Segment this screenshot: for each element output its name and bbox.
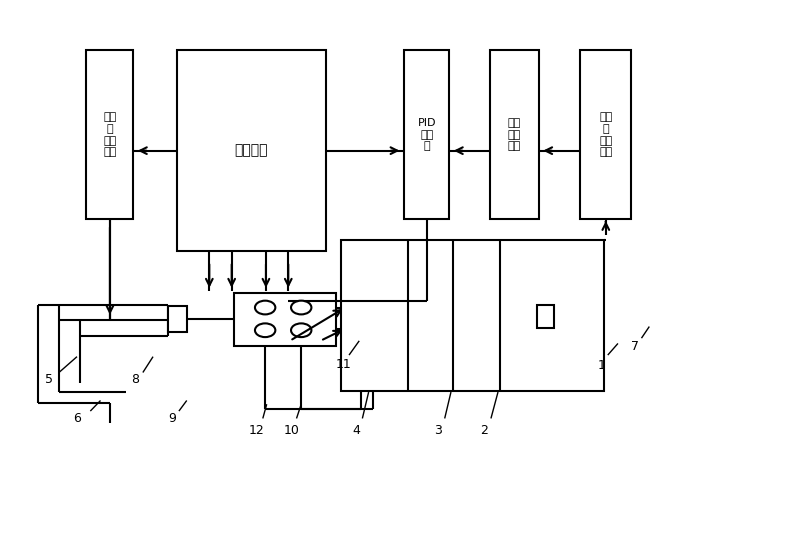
Circle shape <box>291 301 311 314</box>
Circle shape <box>255 323 275 337</box>
Text: 9: 9 <box>169 412 177 425</box>
Text: 3: 3 <box>434 424 442 437</box>
Circle shape <box>291 323 311 337</box>
Bar <box>177 50 326 251</box>
Text: 计算模块: 计算模块 <box>234 144 268 157</box>
Text: 7: 7 <box>631 340 639 353</box>
Bar <box>86 50 134 219</box>
Text: 2: 2 <box>480 424 488 437</box>
Bar <box>404 50 450 219</box>
Bar <box>341 240 604 391</box>
Text: 数据
采集
模块: 数据 采集 模块 <box>508 118 521 151</box>
Bar <box>490 50 538 219</box>
Text: 10: 10 <box>284 424 300 437</box>
Text: 5: 5 <box>45 373 53 386</box>
Bar <box>580 50 631 219</box>
Text: 6: 6 <box>73 412 81 425</box>
Text: 11: 11 <box>336 358 351 371</box>
Bar <box>538 306 554 328</box>
Text: 8: 8 <box>131 373 139 386</box>
Text: 模拟
量
输入
模块: 模拟 量 输入 模块 <box>599 113 613 157</box>
Text: PID
调节
器: PID 调节 器 <box>418 118 436 151</box>
Circle shape <box>255 301 275 314</box>
Text: 1: 1 <box>598 359 606 372</box>
Text: 4: 4 <box>352 424 360 437</box>
Text: 12: 12 <box>249 424 265 437</box>
Bar <box>168 307 186 332</box>
Text: 模拟
量
输出
模块: 模拟 量 输出 模块 <box>103 113 117 157</box>
Bar <box>234 293 336 346</box>
